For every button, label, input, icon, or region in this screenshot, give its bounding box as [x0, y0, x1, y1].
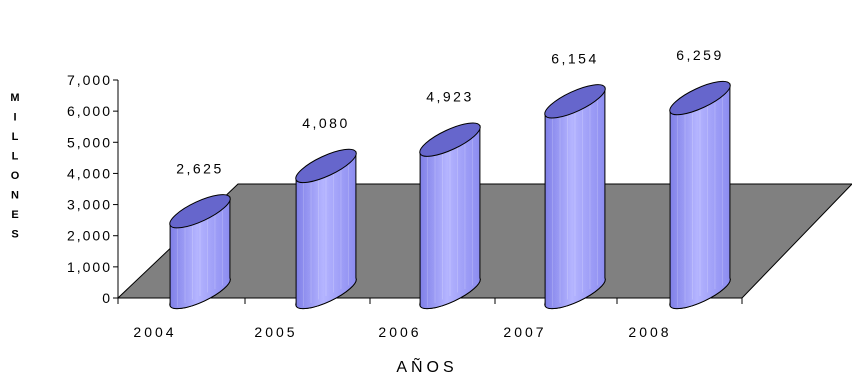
y-tick-label: 6,000	[67, 103, 112, 119]
data-label: 2,625	[176, 160, 224, 176]
x-axis-title: AÑOS	[396, 356, 457, 376]
x-tick-label: 2008	[628, 324, 671, 340]
y-axis-title-letter: M	[10, 92, 19, 104]
bar	[295, 148, 357, 310]
data-label: 6,259	[676, 47, 724, 63]
y-axis-title-letter: E	[11, 209, 18, 221]
data-label: 4,080	[302, 115, 350, 131]
x-tick-label: 2004	[133, 324, 176, 340]
y-tick-label: 7,000	[67, 72, 112, 88]
x-tick-label: 2005	[254, 324, 297, 340]
y-axis-title-letter: L	[12, 151, 19, 163]
bar	[544, 84, 606, 310]
y-tick-label: 4,000	[67, 165, 112, 181]
data-label: 6,154	[551, 50, 599, 66]
x-tick-labels: 2004 2005 2006 2007 2008	[117, 298, 743, 340]
bar	[169, 194, 231, 310]
data-label: 4,923	[426, 89, 474, 105]
y-axis-title-letter: L	[12, 131, 19, 143]
y-tick-label: 2,000	[67, 228, 112, 244]
y-axis-title-letter: O	[11, 170, 20, 182]
y-tick-label: 0	[102, 290, 112, 306]
bars	[169, 80, 731, 310]
bar	[669, 80, 731, 310]
y-tick-label: 5,000	[67, 134, 112, 150]
y-tick-label: 3,000	[67, 197, 112, 213]
bar	[419, 122, 481, 310]
x-tick-label: 2007	[503, 324, 546, 340]
value-labels: 2,625 4,080 4,923 6,154 6,259	[176, 47, 724, 176]
y-axis-title-letter: S	[11, 229, 18, 241]
y-tick-labels: 0 1,000 2,000 3,000 4,000 5,000 6,000 7,000	[67, 72, 118, 306]
y-axis-title-letter: I	[13, 112, 16, 124]
y-axis-title-letter: N	[11, 190, 19, 202]
y-tick-label: 1,000	[67, 259, 112, 275]
x-tick-label: 2006	[378, 324, 421, 340]
